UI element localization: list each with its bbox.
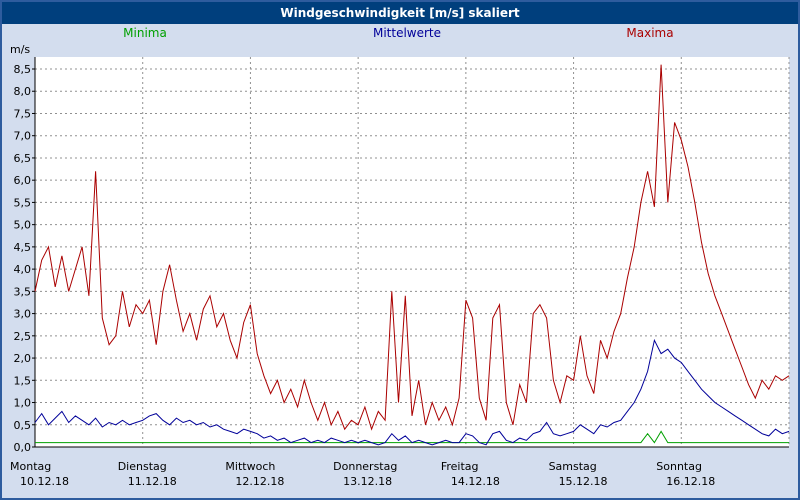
x-day-label: Dienstag xyxy=(118,460,167,473)
x-date-label: 12.12.18 xyxy=(235,475,284,488)
x-date-label: 14.12.18 xyxy=(451,475,500,488)
x-date-label: 16.12.18 xyxy=(666,475,715,488)
x-day-label: Sonntag xyxy=(656,460,702,473)
y-tick-label: 1,0 xyxy=(14,397,32,410)
y-tick-label: 5,5 xyxy=(14,196,32,209)
chart-legend: Minima Mittelwerte Maxima xyxy=(2,24,798,42)
y-tick-label: 2,5 xyxy=(14,330,32,343)
y-axis-unit-label: m/s xyxy=(10,43,30,56)
window-title: Windgeschwindigkeit [m/s] skaliert xyxy=(2,2,798,24)
y-tick-label: 6,0 xyxy=(14,174,32,187)
x-date-label: 13.12.18 xyxy=(343,475,392,488)
series-line-mittelwerte xyxy=(34,338,790,446)
legend-label-mittelwerte: Mittelwerte xyxy=(372,26,442,40)
y-tick-label: 8,0 xyxy=(14,85,32,98)
x-date-label: 11.12.18 xyxy=(128,475,177,488)
y-tick-label: 8,5 xyxy=(14,63,32,76)
legend-label-maxima: Maxima xyxy=(626,26,674,40)
y-tick-label: 0,5 xyxy=(14,419,32,432)
y-tick-label: 4,5 xyxy=(14,241,32,254)
x-day-label: Montag xyxy=(10,460,51,473)
wind-speed-chart: 0,0 0,5 1,0 1,5 2,0 2,5 3,0 3,5 4,0 4,5 5,0 5,5 6,0 6… xyxy=(10,43,790,488)
x-date-label: 10.12.18 xyxy=(20,475,69,488)
y-tick-label: 0,0 xyxy=(14,441,32,454)
y-tick-label: 1,5 xyxy=(14,374,32,387)
x-date-label: 15.12.18 xyxy=(559,475,608,488)
y-tick-label: 7,5 xyxy=(14,107,32,120)
y-tick-label: 3,0 xyxy=(14,308,32,321)
x-day-label: Donnerstag xyxy=(333,460,397,473)
y-tick-label: 2,0 xyxy=(14,352,32,365)
y-tick-label: 6,5 xyxy=(14,152,32,165)
x-day-label: Mittwoch xyxy=(225,460,275,473)
x-day-label: Freitag xyxy=(441,460,479,473)
y-tick-label: 5,0 xyxy=(14,219,32,232)
plot-area xyxy=(35,57,789,447)
series-line-maxima xyxy=(34,64,790,431)
y-tick-label: 4,0 xyxy=(14,263,32,276)
y-tick-label: 3,5 xyxy=(14,285,32,298)
x-day-label: Samstag xyxy=(549,460,597,473)
legend-label-minima: Minima xyxy=(123,26,167,40)
y-tick-label: 7,0 xyxy=(14,130,32,143)
